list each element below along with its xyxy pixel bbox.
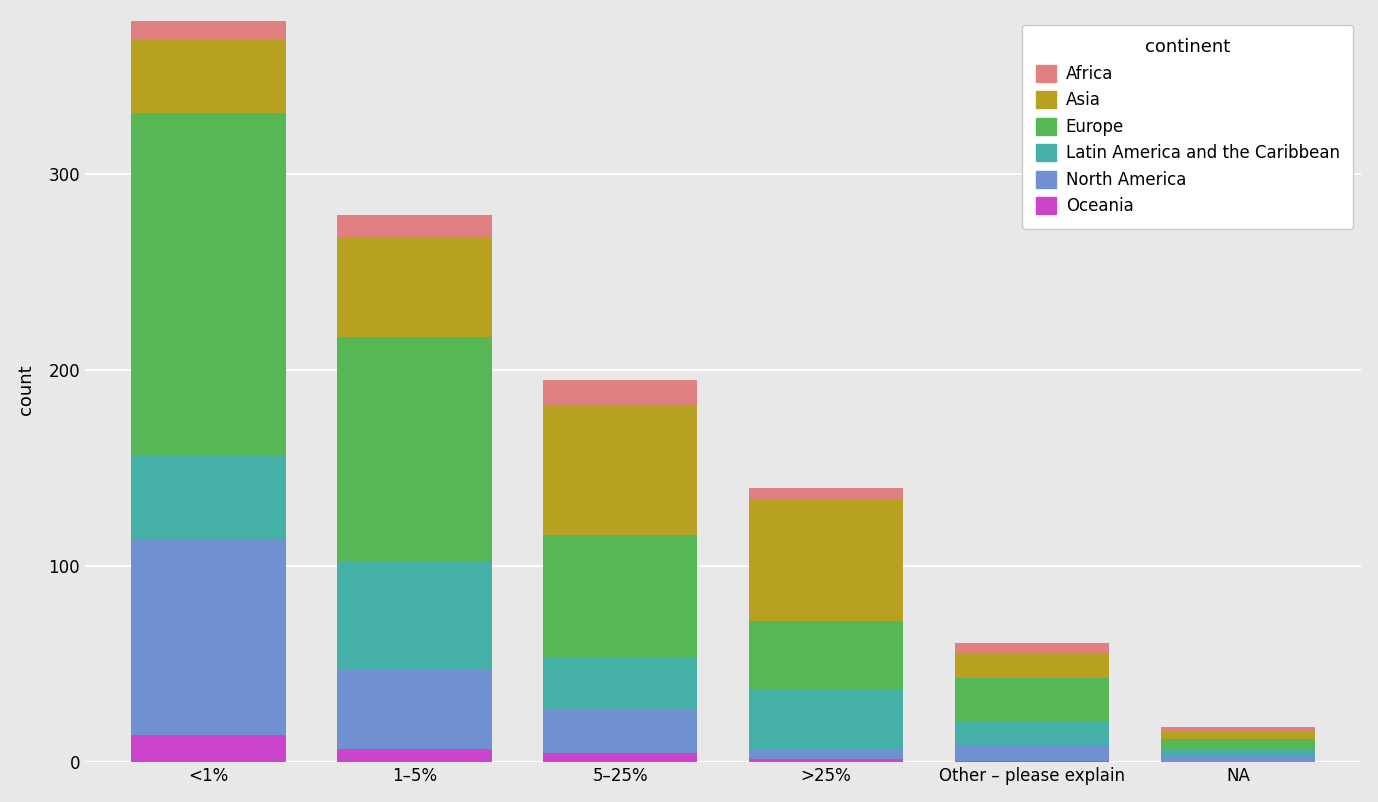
- Bar: [338, 749, 492, 763]
- Bar: [338, 337, 492, 562]
- Y-axis label: count: count: [17, 364, 34, 415]
- Bar: [955, 653, 1109, 678]
- Legend: Africa, Asia, Europe, Latin America and the Caribbean, North America, Oceania: Africa, Asia, Europe, Latin America and …: [1022, 25, 1353, 229]
- Bar: [955, 721, 1109, 745]
- Bar: [338, 670, 492, 749]
- Bar: [748, 622, 904, 690]
- Bar: [1160, 727, 1315, 731]
- Bar: [955, 678, 1109, 721]
- Bar: [748, 500, 904, 622]
- Bar: [131, 456, 285, 539]
- Bar: [131, 21, 285, 40]
- Bar: [338, 215, 492, 238]
- Bar: [131, 113, 285, 456]
- Bar: [338, 562, 492, 670]
- Bar: [1160, 739, 1315, 749]
- Bar: [131, 40, 285, 113]
- Bar: [543, 710, 697, 752]
- Bar: [543, 658, 697, 710]
- Bar: [543, 535, 697, 658]
- Bar: [1160, 755, 1315, 763]
- Bar: [955, 745, 1109, 760]
- Bar: [748, 749, 904, 759]
- Bar: [748, 488, 904, 500]
- Bar: [748, 759, 904, 763]
- Bar: [543, 405, 697, 535]
- Bar: [338, 238, 492, 337]
- Bar: [543, 380, 697, 405]
- Bar: [1160, 731, 1315, 739]
- Bar: [748, 690, 904, 749]
- Bar: [543, 752, 697, 763]
- Bar: [1160, 749, 1315, 755]
- Bar: [955, 760, 1109, 763]
- Bar: [131, 539, 285, 735]
- Bar: [131, 735, 285, 763]
- Bar: [955, 642, 1109, 653]
